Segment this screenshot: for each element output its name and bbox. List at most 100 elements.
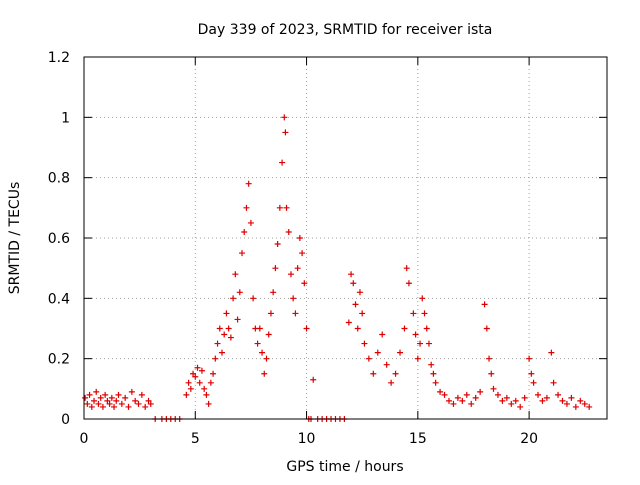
data-point	[234, 316, 241, 323]
data-point	[221, 331, 228, 338]
data-point	[290, 295, 297, 302]
data-point	[572, 403, 579, 410]
data-point	[401, 325, 408, 332]
data-point	[354, 325, 361, 332]
data-point	[421, 310, 428, 317]
grid	[84, 57, 607, 419]
x-tick-label: 15	[409, 431, 427, 447]
data-point	[310, 376, 317, 383]
data-point	[102, 391, 109, 398]
y-tick-label: 0.6	[48, 231, 70, 247]
data-point	[445, 397, 452, 404]
data-point	[205, 400, 212, 407]
x-tick-label: 20	[520, 431, 538, 447]
data-point	[441, 391, 448, 398]
data-point	[115, 391, 122, 398]
data-point	[106, 400, 113, 407]
data-point	[405, 280, 412, 287]
data-point	[82, 394, 89, 401]
data-point	[230, 295, 237, 302]
data-point	[147, 400, 154, 407]
data-point	[488, 370, 495, 377]
data-point	[254, 340, 261, 347]
data-point	[392, 370, 399, 377]
data-point	[259, 349, 266, 356]
data-point	[463, 391, 470, 398]
data-point	[285, 228, 292, 235]
data-point	[437, 388, 444, 395]
data-point	[135, 400, 142, 407]
data-point	[528, 370, 535, 377]
data-point	[403, 265, 410, 272]
data-point	[281, 114, 288, 121]
data-point	[481, 301, 488, 308]
data-point	[243, 204, 250, 211]
data-point	[294, 265, 301, 272]
data-point	[432, 379, 439, 386]
data-point	[99, 403, 106, 410]
data-point	[555, 391, 562, 398]
data-point	[214, 340, 221, 347]
data-point	[196, 379, 203, 386]
data-point	[539, 397, 546, 404]
data-point	[267, 310, 274, 317]
data-point	[125, 403, 132, 410]
data-point	[223, 310, 230, 317]
data-point	[430, 370, 437, 377]
data-point	[345, 319, 352, 326]
data-point	[225, 325, 232, 332]
data-point	[568, 394, 575, 401]
data-point	[138, 391, 145, 398]
data-point	[577, 397, 584, 404]
data-point	[494, 391, 501, 398]
data-point	[483, 325, 490, 332]
data-point	[428, 361, 435, 368]
data-point	[245, 180, 252, 187]
data-point	[550, 379, 557, 386]
data-point	[104, 397, 111, 404]
data-point	[84, 400, 91, 407]
axis-ticks	[83, 56, 607, 420]
data-point	[97, 394, 104, 401]
data-point	[145, 397, 152, 404]
data-point	[517, 403, 524, 410]
data-point	[201, 385, 208, 392]
data-point	[198, 367, 205, 374]
data-point	[425, 340, 432, 347]
data-point	[113, 397, 120, 404]
data-point	[459, 397, 466, 404]
data-point	[272, 265, 279, 272]
data-point	[359, 310, 366, 317]
data-point	[207, 379, 214, 386]
data-point	[88, 403, 95, 410]
chart-title: Day 339 of 2023, SRMTID for receiver ist…	[198, 22, 493, 38]
data-point	[581, 400, 588, 407]
data-point	[212, 355, 219, 362]
x-tick-label: 0	[80, 431, 89, 447]
data-point	[108, 394, 115, 401]
y-axis-label: SRMTID / TECUs	[7, 182, 23, 295]
data-point	[227, 334, 234, 341]
data-point	[419, 295, 426, 302]
data-point	[361, 340, 368, 347]
data-point	[95, 400, 102, 407]
data-point	[350, 280, 357, 287]
data-point	[586, 403, 593, 410]
data-point	[283, 204, 290, 211]
x-tick-label: 10	[298, 431, 316, 447]
data-point	[190, 370, 197, 377]
data-point	[265, 331, 272, 338]
data-point	[128, 388, 135, 395]
data-point	[111, 403, 118, 410]
data-point	[270, 289, 277, 296]
y-tick-label: 0.2	[48, 352, 70, 368]
data-point	[296, 235, 303, 241]
data-point	[261, 370, 268, 377]
data-point	[559, 397, 566, 404]
data-point	[192, 373, 199, 380]
data-point	[486, 355, 493, 362]
data-point	[352, 301, 359, 308]
data-point	[417, 340, 424, 347]
data-point	[276, 204, 283, 211]
